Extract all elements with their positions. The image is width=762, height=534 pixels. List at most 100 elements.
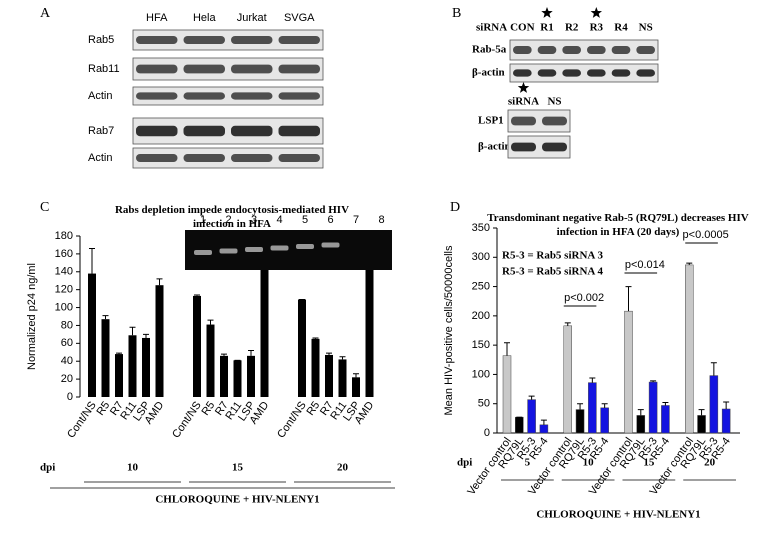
y-tick-label: 100 [55,301,73,313]
error-bar [221,353,227,356]
blot-strip [507,109,571,133]
y-tick-label: 160 [55,248,73,260]
blot-band [183,125,225,137]
lane-label: HFA [146,12,168,24]
gel-band [245,247,263,252]
error-bar [589,377,596,383]
error-bar [723,401,730,409]
blot-band [278,64,320,74]
error-bar [686,262,693,265]
bar [365,265,374,397]
lane-label: R4 [614,22,628,34]
bar [247,355,255,397]
x-tick-label: Cont/NS [170,400,204,441]
error-bar [637,409,644,416]
chart-title: Rabs depletion impede endocytosis-mediat… [115,204,349,230]
lane-label: NS [547,96,561,108]
note: R5-3 = Rab5 siRNA 4 [502,266,603,278]
blot-band [587,46,606,54]
error-bar [339,356,346,360]
blot-band [231,92,273,100]
y-tick-label: 100 [472,368,490,380]
blot-strip [132,57,324,81]
blot-strip [132,29,324,51]
bar [88,273,96,397]
error-bar [698,409,705,416]
blot-band [611,46,631,54]
group-label: 10 [583,457,595,469]
note: R5-3 = Rab5 siRNA 3 [502,250,603,262]
error-bar [625,286,632,312]
blot-band [136,125,178,137]
group-label: 15 [643,457,655,469]
star-marker [517,82,530,93]
panel-label: D [450,200,460,215]
blot-band [278,125,320,137]
blot-band [537,46,557,54]
blot-band [562,46,581,54]
blot-strip [509,39,659,61]
row-label: β-actin [478,141,511,153]
blot-band [183,154,225,162]
bar [648,381,658,434]
lane-label: Hela [193,12,217,24]
y-tick-label: 200 [472,310,490,322]
y-tick-label: 0 [67,391,73,403]
x-tick-label: Cont/NS [275,400,309,441]
inset-lane-label: 4 [276,214,282,226]
blot-band [611,69,631,77]
bar [298,299,306,397]
y-tick-label: 350 [472,222,490,234]
y-tick-label: 20 [61,373,73,385]
error-bar [116,352,122,355]
blot-band [136,64,178,74]
bar [636,415,646,434]
error-bar [194,294,200,296]
lane-label: CON [510,22,535,34]
error-bar [504,342,510,356]
bar [338,359,347,397]
row-label: LSP1 [478,115,504,127]
group-label: 10 [127,462,139,474]
blot-band [513,69,532,77]
blot-band [542,142,567,152]
group-label: 5 [525,457,531,469]
error-bar [353,373,359,378]
bar [325,354,333,397]
row-label: Actin [88,90,112,102]
bar [206,324,215,397]
p-value: p<0.014 [625,259,665,271]
bar [575,409,585,434]
y-tick-label: 50 [478,398,490,410]
bar [539,424,549,434]
gel-band [270,245,289,251]
footer: CHLOROQUINE + HIV-NLENY1 [536,509,700,521]
error-bar [540,419,547,425]
error-bar [601,403,608,408]
blot-band [231,36,273,44]
bar [502,355,512,434]
bar [101,319,110,397]
lane-label: R1 [540,22,553,34]
inset-lane-label: 3 [251,214,257,226]
bar [142,337,150,397]
error-bar [129,326,136,336]
bar [563,325,572,434]
panel-label: C [40,200,49,215]
gel-band [321,242,340,248]
blot-band [587,69,606,77]
blot-band [511,142,536,152]
y-tick-label: 250 [472,280,490,292]
bar [527,399,536,434]
bar [260,262,269,397]
blot-band [636,46,655,54]
blot-band [183,92,225,100]
lane-label: siRNA [508,96,539,108]
blot-band [278,154,320,162]
error-bar [207,319,214,325]
y-axis-label: Normalized p24 ng/ml [26,263,38,370]
blot-band [537,69,557,77]
error-bar [312,337,319,339]
group-axis-label: dpi [457,457,472,469]
